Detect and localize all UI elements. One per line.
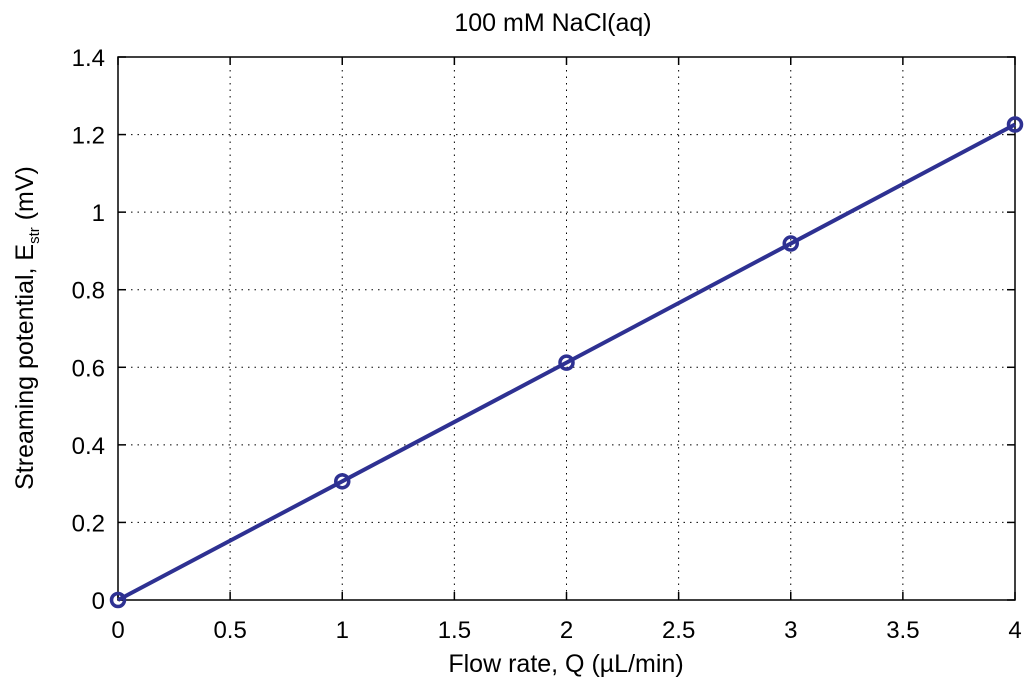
y-tick-label: 1 [92, 200, 105, 227]
x-tick-label: 1 [336, 617, 349, 644]
y-axis-title-subscript: str [26, 227, 43, 244]
chart-title: 100 mM NaCl(aq) [454, 9, 651, 37]
y-axis-title: Streaming potential, Estr (mV) [11, 166, 43, 490]
y-tick-label: 0.6 [72, 355, 105, 382]
y-tick-label: 0 [92, 588, 105, 615]
data-point-marker [558, 354, 575, 371]
x-tick-label: 2 [560, 617, 573, 644]
y-axis-title-unit: (mV) [11, 166, 39, 227]
x-tick-label: 0 [111, 617, 124, 644]
x-tick-label: 3 [784, 617, 797, 644]
y-axis-title-main: Streaming potential, E [11, 244, 39, 490]
grid [118, 57, 1015, 600]
x-tick-label: 1.5 [438, 617, 471, 644]
x-tick-label: 4 [1008, 617, 1021, 644]
x-tick-label: 0.5 [213, 617, 246, 644]
y-tick-label: 1.2 [72, 123, 105, 150]
data-point-marker [334, 473, 351, 490]
data-point-marker [109, 591, 127, 609]
y-tick-label: 0.2 [72, 510, 105, 537]
data-point-marker [782, 235, 799, 252]
series-line [117, 122, 1016, 602]
y-tick-label: 0.8 [72, 278, 105, 305]
x-axis-title: Flow rate, Q (µL/min) [448, 650, 683, 678]
axis-ticks: 0 0.5 1 1.5 2 2.5 3 3.5 4 0 0.2 0.4 0.6 0.8 1 1.2 1.4 [72, 45, 1022, 644]
data-point-marker [1006, 116, 1024, 133]
x-tick-label: 3.5 [886, 617, 919, 644]
series-layer [109, 116, 1024, 609]
y-tick-label: 1.4 [72, 45, 105, 72]
y-tick-label: 0.4 [72, 433, 105, 460]
x-tick-label: 2.5 [662, 617, 695, 644]
